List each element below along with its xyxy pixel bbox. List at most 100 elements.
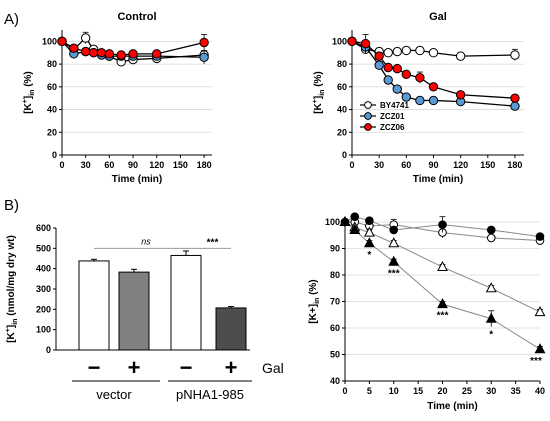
y-tick-label: 0 [46,345,51,355]
y-tick-label: 70 [330,297,340,307]
data-point [347,36,357,47]
x-tick-label: 120 [149,160,164,170]
x-tick-label: 10 [389,386,399,396]
data-point [199,37,209,48]
data-point [392,63,402,74]
legend-marker [364,101,372,109]
x-tick-label: 30 [81,160,91,170]
data-point [486,233,496,243]
data-point [80,33,91,43]
x-tick-label: 90 [128,160,138,170]
legend-label: ZCZ06 [380,123,405,132]
x-tick-label: 180 [507,160,522,170]
y-tick-label: 0 [342,150,347,160]
data-point [116,50,126,60]
data-point [428,82,439,92]
series-line [351,40,516,107]
data-point [510,50,520,60]
data-point [69,43,79,53]
x-tick-label: 60 [401,160,411,170]
y-tick-label: 60 [47,82,57,92]
significance-marker: *** [437,311,449,322]
data-point [389,225,399,235]
bar-chart: 0 100 200 300 400 500 600 [K+]in (nmol/mg dry w… [5,223,284,402]
series-line [351,40,515,99]
x-axis-label: Time (min) [112,174,162,185]
data-point [350,212,360,221]
y-tick-label: 400 [36,264,51,274]
significance-marker: * [489,329,493,340]
group-label: vector [96,387,132,402]
bar [118,271,150,351]
data-point [455,90,466,100]
bar [170,254,202,351]
chart-title: Control [117,11,156,23]
y-tick-label: 0 [52,150,57,160]
data-point [152,49,162,59]
time-chart: 0 5 10 15 20 25 30 35 40 40 50 60 70 80 90 100 Time (min… [308,212,546,412]
y-tick-label: 80 [337,59,347,69]
data-point [401,69,412,80]
data-point [486,225,496,235]
sig-label: *** [207,237,219,248]
y-tick-label: 60 [330,323,340,333]
y-tick-label: 300 [36,284,51,294]
x-tick-label: 35 [511,386,521,396]
y-axis-label: [K+]in (%) [312,71,326,114]
data-point [401,45,412,56]
y-tick-label: 20 [47,127,57,137]
data-point [438,220,447,229]
data-point [428,95,439,106]
bar [78,260,110,351]
data-point [365,216,374,225]
y-axis-label: [K+]in (%) [308,279,321,323]
significance-marker: *** [388,268,400,279]
data-point [535,232,545,241]
y-tick-label: 200 [36,304,51,314]
y-tick-label: 40 [330,376,340,386]
data-point [363,226,375,237]
legend-marker [364,112,372,120]
data-point [383,75,393,85]
x-tick-label: 180 [197,160,212,170]
x-axis-label: Time (min) [413,174,463,185]
significance-marker: *** [530,356,542,367]
data-point [510,101,520,111]
x-tick-label: 0 [349,160,354,170]
legend-label: ZCZ01 [380,112,405,121]
sig-label: ns [141,236,151,246]
data-point [415,73,425,83]
bar [215,307,247,351]
y-tick-label: 90 [330,244,340,254]
gal-label: Gal [262,360,284,376]
data-point [383,62,393,73]
data-point [428,48,439,58]
data-point [374,60,384,70]
x-tick-label: 60 [104,160,114,170]
data-point [57,36,67,47]
y-tick-label: 100 [42,36,57,46]
gal-sign: − [88,355,101,380]
panel-label-b: B) [4,197,19,214]
data-point [437,298,448,309]
x-tick-label: 0 [342,386,347,396]
data-point [510,93,520,103]
y-tick-label: 50 [330,350,340,360]
x-tick-label: 25 [462,386,472,396]
gal-chart: Gal 0 30 60 90 120 150 180 0 20 40 60 80 100 Time (min… [312,11,524,185]
data-point [339,215,351,226]
x-tick-label: 20 [437,386,447,396]
y-axis-label: [K+]in (nmol/mg dry wt) [5,235,19,343]
y-tick-label: 40 [47,105,57,115]
data-point [455,51,466,61]
group-label: pNHA1-985 [176,387,244,402]
x-tick-label: 0 [59,160,64,170]
data-point [401,92,412,102]
significance-marker: * [367,250,371,261]
data-point [96,48,107,58]
x-tick-label: 150 [480,160,495,170]
y-tick-label: 100 [332,36,347,46]
y-tick-label: 80 [330,270,340,280]
data-point [485,282,497,293]
